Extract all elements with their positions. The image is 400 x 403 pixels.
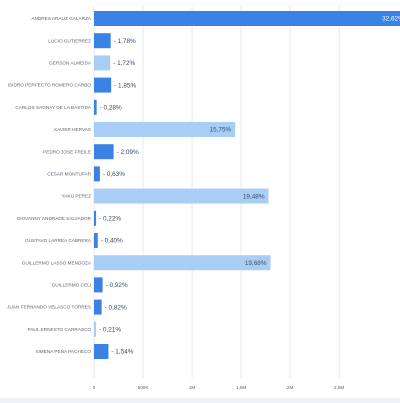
bars — [94, 11, 400, 359]
bar — [94, 210, 97, 226]
bar — [94, 233, 98, 248]
bar — [94, 299, 102, 315]
value-label: - 0,22% — [99, 216, 121, 223]
category-label: GUILLERMO CELI — [52, 283, 91, 288]
bar — [94, 188, 269, 204]
category-label: GERSON ALMEIDA — [49, 61, 92, 66]
bar — [94, 277, 103, 293]
bar — [94, 321, 96, 337]
bar — [94, 344, 109, 359]
value-label: - 1,78% — [114, 38, 136, 45]
bar — [94, 11, 400, 26]
value-label: 19,68% — [245, 260, 267, 267]
category-label: LUCIO GUTIERREZ — [48, 38, 91, 43]
x-tick-label: 0 — [93, 385, 96, 390]
category-label: PAUL ERNESTO CARRASCO — [28, 327, 92, 332]
bottom-strip — [0, 398, 400, 403]
value-labels: 32,62% - 1,78% - 1,72% - 1,85% - 0,28% 15,75%… — [99, 16, 400, 356]
value-label: - 2,09% — [117, 149, 139, 156]
category-labels: ANDRES ARAUZ GALARZA LUCIO GUTIERREZ GERSO… — [7, 16, 92, 354]
category-label: GUSTAVO LARREA CABRERA — [25, 238, 92, 243]
x-tick-label: 2M — [287, 385, 294, 390]
category-label: XIMENA PEÑA PACHECO — [35, 348, 91, 354]
category-label: GUILLERMO LASSO MENDOZA — [22, 260, 92, 265]
bar — [94, 144, 114, 160]
bar — [94, 77, 112, 93]
bar — [94, 99, 97, 115]
x-tick-label: 2,5M — [334, 385, 344, 390]
value-label: - 0,63% — [103, 171, 125, 178]
category-label: JUAN FERNANDO VELASCO TORRES — [7, 305, 91, 310]
value-label: - 1,85% — [114, 82, 136, 89]
x-tick-label: 500K — [138, 385, 150, 390]
value-label: - 0,92% — [106, 282, 128, 289]
value-label: - 0,82% — [105, 304, 127, 311]
bar — [94, 255, 271, 271]
category-label: GIOVANNY ANDRADE SALVADOR — [17, 216, 92, 221]
value-label: - 1,54% — [111, 349, 133, 356]
category-label: YAKU PEREZ — [62, 194, 91, 199]
value-label: - 0,28% — [100, 105, 122, 112]
x-tick-label: 1,5M — [236, 385, 246, 390]
bar — [94, 33, 111, 49]
category-label: CARLOS SAGNAY DE LA BASTIDA — [15, 105, 92, 110]
value-label: - 0,40% — [101, 238, 123, 245]
value-label: 15,75% — [210, 127, 232, 134]
bar — [94, 122, 236, 137]
value-label: - 0,21% — [99, 327, 121, 334]
category-label: XAVIER HERVAS — [54, 127, 91, 132]
value-label: 32,62% — [382, 16, 400, 23]
category-label: ISIDRO PERFECTO ROMERO CARBO — [8, 83, 92, 88]
bar — [94, 55, 111, 71]
category-label: ANDRES ARAUZ GALARZA — [31, 16, 92, 21]
value-label: - 1,72% — [113, 60, 135, 67]
x-axis-ticks: 0 500K 1M 1,5M 2M 2,5M — [93, 385, 345, 390]
bar — [94, 166, 100, 182]
value-label: 19,48% — [243, 193, 265, 200]
category-label: PEDRO JOSE FREILE — [43, 149, 91, 154]
category-label: CESAR MONTUFAR — [47, 172, 91, 177]
x-tick-label: 1M — [189, 385, 196, 390]
